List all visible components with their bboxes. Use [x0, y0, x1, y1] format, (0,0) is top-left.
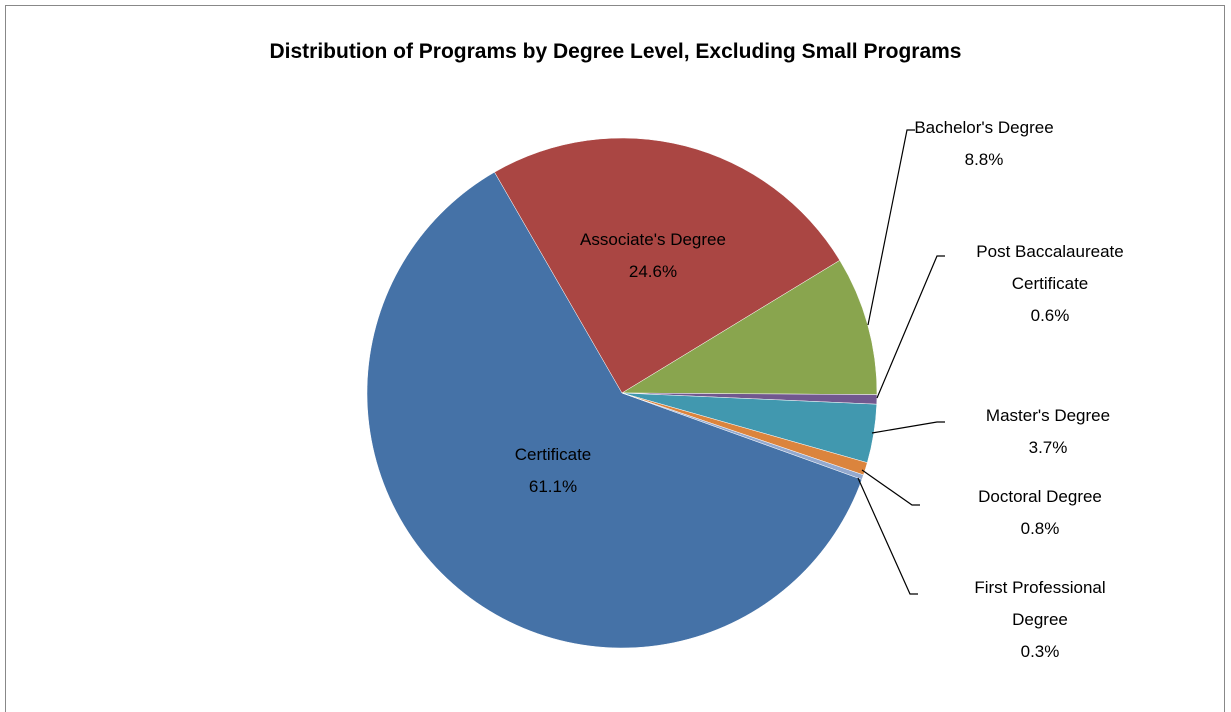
value-label: 0.6%	[1030, 306, 1070, 325]
value-label: 8.8%	[964, 150, 1004, 169]
value-label: 0.3%	[1020, 642, 1060, 661]
leader-line	[861, 469, 920, 506]
slice-label: Associate's Degree 24.6%	[553, 224, 753, 288]
leader-lines	[857, 129, 945, 595]
pie	[366, 137, 878, 649]
category-label: First Professional Degree	[974, 578, 1106, 629]
category-label: Certificate	[514, 445, 592, 464]
category-label: Associate's Degree	[580, 230, 726, 249]
slice-label: Master's Degree 3.7%	[948, 400, 1148, 464]
chart-title: Distribution of Programs by Degree Level…	[269, 40, 962, 63]
pie-slice	[494, 137, 841, 394]
category-label: Post Baccalaureate Certificate	[976, 242, 1124, 293]
slice-label: Certificate 61.1%	[478, 439, 628, 503]
slice-label: Doctoral Degree 0.8%	[940, 481, 1140, 545]
value-label: 61.1%	[528, 477, 578, 496]
leader-line	[876, 255, 945, 399]
slice-label: Post Baccalaureate Certificate 0.6%	[955, 236, 1145, 332]
slice-label: First Professional Degree 0.3%	[965, 572, 1115, 668]
leader-line	[867, 129, 915, 326]
category-label: Bachelor's Degree	[914, 118, 1054, 137]
leader-line	[857, 477, 918, 595]
pie-slice	[621, 392, 864, 480]
value-label: 0.8%	[1020, 519, 1060, 538]
value-label: 3.7%	[1028, 438, 1068, 457]
pie-slice	[366, 171, 863, 649]
leader-line	[871, 421, 945, 434]
slice-label: Bachelor's Degree 8.8%	[884, 112, 1084, 176]
category-label: Master's Degree	[985, 406, 1111, 425]
chart-border	[5, 5, 1225, 712]
value-label: 24.6%	[628, 262, 678, 281]
category-label: Doctoral Degree	[978, 487, 1102, 506]
